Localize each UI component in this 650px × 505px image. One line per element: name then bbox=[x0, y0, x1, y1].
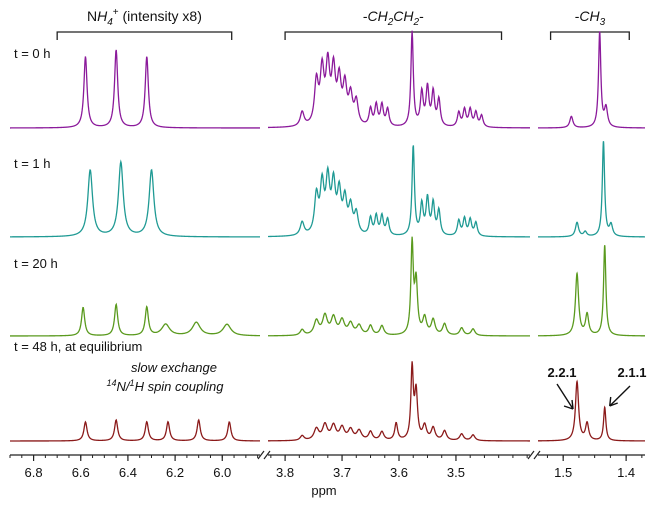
tick-label-ch2-3: 3.5 bbox=[447, 465, 465, 480]
axis-break-0 bbox=[257, 450, 265, 460]
trace-0-ch2 bbox=[267, 30, 530, 129]
series-label-2: t = 20 h bbox=[14, 256, 58, 271]
trace-1-ch3 bbox=[538, 141, 645, 238]
series-label-1: t = 1 h bbox=[14, 156, 51, 171]
arrowhead-211 bbox=[609, 396, 618, 407]
trace-3-ch2 bbox=[268, 361, 530, 442]
annotations: slow exchange 14N/1H spin coupling 2.2.1 2.… bbox=[107, 360, 647, 410]
axis-break-1 bbox=[533, 450, 541, 460]
trace-0-ch3 bbox=[538, 31, 645, 129]
spectrum-2 bbox=[10, 236, 645, 337]
trace-1-nh4 bbox=[10, 159, 260, 238]
annotation-spin-coupling: 14N/1H spin coupling bbox=[107, 378, 225, 394]
tick-label-ch3-0: 1.5 bbox=[554, 465, 572, 480]
series-labels: t = 0 h t = 1 h t = 20 h t = 48 h, at equil… bbox=[14, 46, 142, 354]
group-label-ch3: -CH3 bbox=[575, 8, 606, 28]
spectrum-3 bbox=[10, 361, 645, 442]
trace-0-nh4 bbox=[10, 49, 260, 129]
series-label-0: t = 0 h bbox=[14, 46, 51, 61]
tick-label-ch2-1: 3.7 bbox=[333, 465, 351, 480]
spectrum-1 bbox=[10, 141, 645, 238]
tick-label-ch2-2: 3.6 bbox=[390, 465, 408, 480]
peak-label-221: 2.2.1 bbox=[548, 365, 577, 380]
trace-2-ch2 bbox=[267, 236, 530, 337]
group-label-nh4: NH4+ (intensity x8) bbox=[87, 7, 202, 28]
tick-label-ch2-0: 3.8 bbox=[276, 465, 294, 480]
trace-1-ch2 bbox=[267, 145, 530, 238]
tick-label-nh4-0: 6.8 bbox=[25, 465, 43, 480]
peak-label-211: 2.1.1 bbox=[618, 365, 647, 380]
arrow-211 bbox=[609, 385, 631, 407]
x-axis: 6.8 6.6 6.4 6.2 6.0 3.8 3.7 3.6 3.5 1.5 1.4 bbox=[9, 450, 645, 480]
trace-2-ch3 bbox=[537, 245, 645, 337]
axis-break-1 bbox=[527, 450, 535, 460]
spectra-group bbox=[10, 30, 645, 442]
group-brackets: NH4+ (intensity x8) -CH2CH2- -CH3 bbox=[56, 7, 630, 40]
tick-label-nh4-3: 6.2 bbox=[166, 465, 184, 480]
series-label-3: t = 48 h, at equilibrium bbox=[14, 339, 142, 354]
tick-label-nh4-4: 6.0 bbox=[213, 465, 231, 480]
group-label-ch2: -CH2CH2- bbox=[363, 8, 424, 28]
x-axis-label: ppm bbox=[311, 483, 336, 498]
spectrum-0 bbox=[10, 30, 645, 129]
tick-label-ch3-1: 1.4 bbox=[617, 465, 635, 480]
bracket-ch2 bbox=[284, 31, 503, 40]
trace-3-nh4 bbox=[10, 418, 260, 442]
axis-break-0 bbox=[263, 450, 271, 460]
tick-label-nh4-2: 6.4 bbox=[119, 465, 137, 480]
arrow-221 bbox=[556, 383, 574, 410]
trace-2-nh4 bbox=[10, 302, 260, 337]
annotation-slow-exchange: slow exchange bbox=[131, 360, 217, 375]
tick-label-nh4-1: 6.6 bbox=[72, 465, 90, 480]
bracket-nh4 bbox=[56, 31, 233, 40]
arrowhead-221 bbox=[563, 399, 574, 410]
trace-3-ch3 bbox=[538, 379, 645, 442]
bracket-ch3 bbox=[549, 31, 630, 40]
